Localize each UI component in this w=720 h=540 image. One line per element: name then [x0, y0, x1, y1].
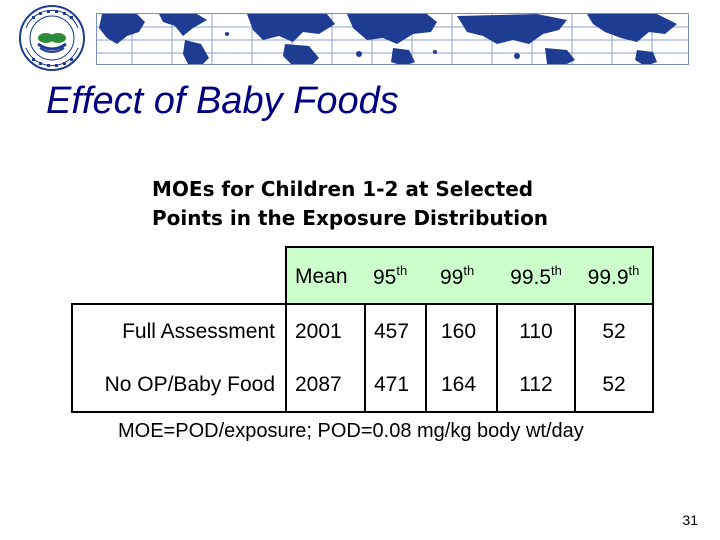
- table-row: Full Assessment 2001 457 160 110 52: [71, 303, 654, 358]
- table-caption-line: MOEs for Children 1-2 at Selected: [152, 177, 534, 201]
- column-header-label: 99.5: [510, 266, 552, 289]
- table-caption: MOEs for Children 1-2 at Selected Points…: [152, 175, 548, 233]
- column-header-label: 99.9: [587, 266, 629, 289]
- column-header-suffix: th: [463, 263, 475, 278]
- column-header-suffix: th: [551, 263, 562, 278]
- table-cell: 52: [574, 303, 654, 358]
- column-header-suffix: th: [396, 263, 408, 278]
- table-cell: 471: [364, 358, 427, 413]
- moe-formula-note: MOE=POD/exposure; POD=0.08 mg/kg body wt…: [118, 420, 584, 442]
- header-banner: [0, 0, 720, 75]
- slide-title: Effect of Baby Foods: [46, 80, 399, 122]
- table-header-row: Mean 95th 99th 99.5th 99.9th: [72, 246, 654, 304]
- table-cell: 160: [425, 303, 498, 358]
- row-label: No OP/Baby Food: [71, 358, 287, 413]
- page-number: 31: [682, 512, 698, 528]
- column-header-mean: Mean: [285, 246, 365, 304]
- table-corner-cell: [72, 247, 286, 304]
- world-map-grid-icon: [96, 13, 689, 65]
- column-header-p999: 99.9th: [575, 246, 654, 304]
- column-header-suffix: th: [628, 263, 640, 278]
- column-header-label: 99: [440, 266, 464, 289]
- column-header-p99: 99th: [426, 246, 497, 304]
- table-cell: 52: [574, 358, 654, 413]
- row-label: Full Assessment: [71, 303, 287, 358]
- table-cell: 2087: [285, 358, 366, 413]
- table-caption-line: Points in the Exposure Distribution: [152, 206, 549, 230]
- table-cell: 2001: [285, 303, 366, 358]
- table-cell: 164: [425, 358, 498, 413]
- column-header-p995: 99.5th: [497, 246, 575, 304]
- table-row: No OP/Baby Food 2087 471 164 112 52: [71, 358, 654, 413]
- table-cell: 112: [496, 358, 576, 413]
- column-header-label: Mean: [295, 264, 348, 288]
- table-cell: 457: [364, 303, 427, 358]
- column-header-label: 95: [373, 266, 397, 289]
- column-header-p95: 95th: [365, 246, 426, 304]
- table-cell: 110: [496, 303, 576, 358]
- moe-table: Mean 95th 99th 99.5th 99.9th Full Assess…: [71, 246, 654, 413]
- epa-seal-icon: [12, 4, 98, 90]
